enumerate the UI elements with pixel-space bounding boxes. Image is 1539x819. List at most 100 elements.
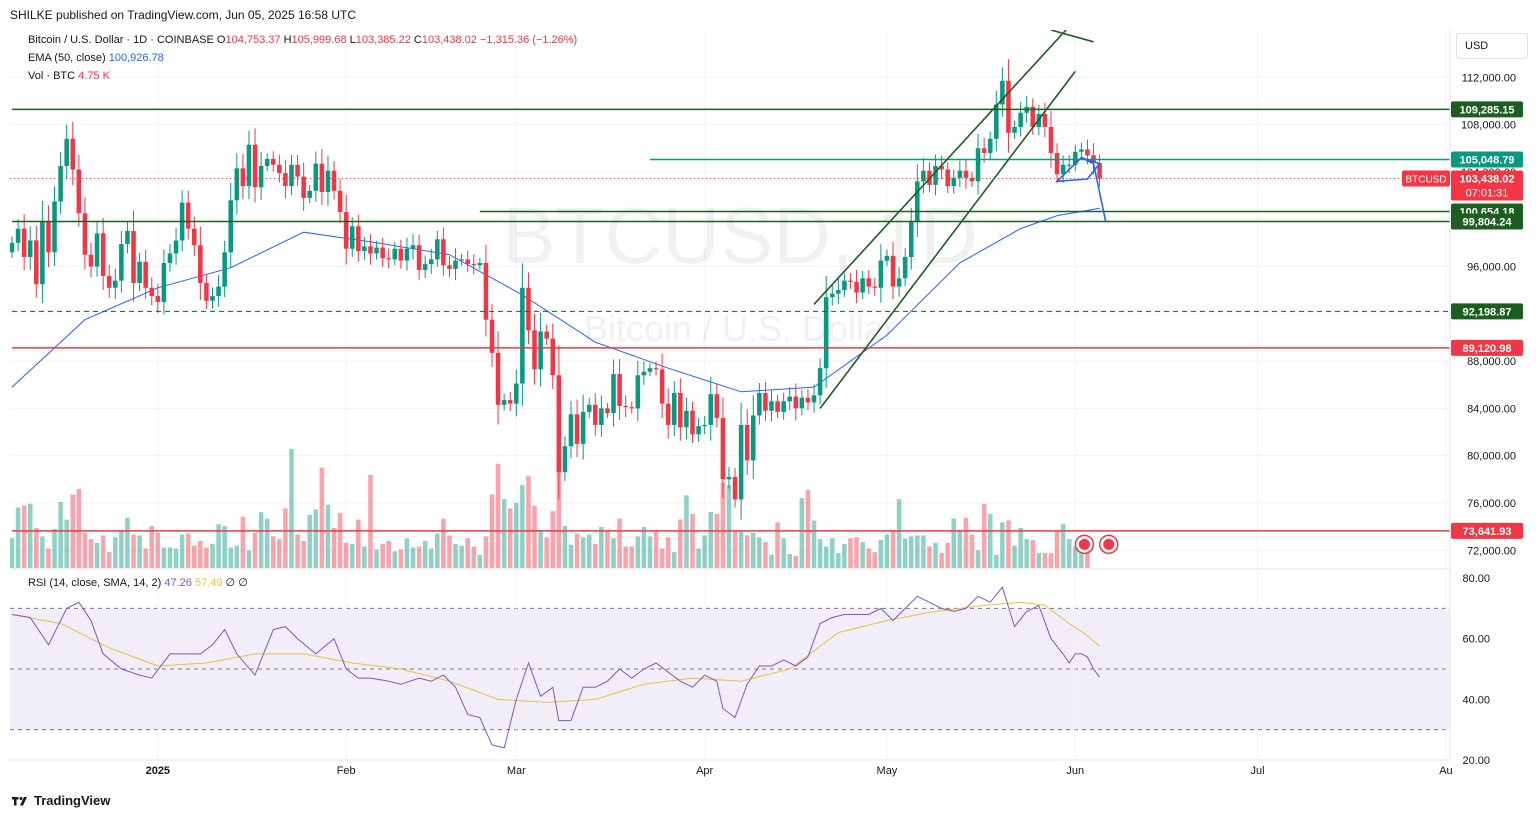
rsi-extra-1: ∅: [225, 577, 236, 589]
volume-bar: [902, 538, 908, 568]
candle-body: [453, 260, 458, 269]
event-flag-core: [1103, 538, 1115, 550]
volume-bar: [568, 544, 574, 568]
candle-body: [872, 286, 878, 288]
candle-body: [198, 245, 203, 284]
published-header: SHILKE published on TradingView.com, Jun…: [10, 8, 356, 22]
brand-label: TradingView: [34, 793, 111, 808]
volume-bar: [447, 535, 452, 568]
rsi-label: RSI (14, close, SMA, 14, 2): [28, 577, 162, 589]
candle-body: [34, 240, 39, 285]
candle-body: [744, 424, 750, 461]
volume-bar: [702, 535, 707, 568]
volume-bar: [198, 540, 203, 568]
level-label-text: 100,654.18: [1459, 206, 1514, 218]
volume-bar: [1085, 551, 1090, 568]
volume-bar: [471, 546, 477, 568]
change-value: −1,315.36 (−1.26%): [479, 34, 578, 46]
candle-body: [386, 258, 391, 260]
candle-body: [295, 164, 300, 177]
level-label-text: 89,120.98: [1463, 343, 1512, 355]
price-tag-countdown: 07:01:31: [1466, 188, 1509, 200]
candle-body: [1085, 149, 1090, 156]
volume-bar: [732, 530, 738, 568]
channel-line: [1050, 30, 1094, 43]
candle-body: [902, 257, 908, 279]
candle-body: [884, 255, 890, 261]
rsi-sma-line: [11, 601, 1100, 703]
candle-body: [945, 169, 950, 187]
price-tick-label: 112,000.00: [1462, 72, 1516, 84]
volume-bar: [684, 495, 689, 568]
candle-body: [58, 165, 63, 202]
price-tag-value: 103,438.02: [1459, 174, 1514, 186]
time-tick-label: Mar: [507, 765, 526, 777]
candle-body: [246, 144, 252, 187]
volume-bar: [15, 507, 21, 568]
candle-body: [805, 397, 811, 403]
level-label-text: 109,285.15: [1459, 104, 1514, 116]
level-label-bg: [1451, 101, 1523, 118]
candle-body: [611, 374, 616, 414]
candle-body: [1012, 126, 1017, 133]
rsi-chart-svg[interactable]: [10, 572, 1450, 760]
candle-body: [586, 404, 592, 412]
volume-bar: [678, 519, 683, 568]
event-flag-core: [1078, 538, 1090, 550]
candle-body: [775, 401, 780, 412]
volume-bar: [975, 550, 981, 568]
volume-bar: [793, 555, 799, 568]
candle-body: [210, 296, 215, 301]
volume-bar: [1000, 522, 1005, 568]
volume-bar: [1042, 553, 1048, 568]
candle-body: [125, 231, 130, 245]
volume-bar: [951, 518, 957, 568]
volume-bar: [204, 547, 209, 568]
rsi-pane[interactable]: RSI (14, close, SMA, 14, 2) 47.26 57.49 …: [10, 572, 1450, 760]
rsi-tick-label: 40.00: [1462, 694, 1490, 706]
candle-body: [702, 424, 707, 427]
volume-bar: [532, 505, 537, 568]
candle-body: [307, 190, 312, 198]
candle-body: [1000, 80, 1005, 105]
volume-bar: [325, 504, 331, 568]
candle-body: [289, 164, 294, 187]
volume-bar: [459, 545, 464, 568]
volume-bar: [289, 448, 294, 568]
volume-bar: [945, 542, 950, 568]
candle-body: [331, 170, 337, 191]
volume-bar: [319, 467, 325, 568]
event-flag-icon: [1098, 534, 1119, 555]
candle-body: [258, 165, 264, 188]
volume-bar: [665, 537, 671, 568]
volume-bar: [744, 535, 750, 568]
volume-bar: [969, 534, 975, 568]
candle-body: [562, 446, 568, 473]
volume-bar: [495, 463, 501, 568]
volume-bar: [1073, 546, 1078, 568]
currency-button[interactable]: USD: [1456, 33, 1528, 59]
candle-body: [483, 262, 489, 320]
candle-body: [204, 283, 209, 301]
ema-label: EMA (50, close): [28, 52, 106, 64]
candle-body: [769, 401, 774, 411]
candle-body: [921, 170, 926, 182]
volume-bar: [234, 545, 240, 568]
tradingview-brand[interactable]: TradingView: [10, 793, 110, 808]
volume-bar: [88, 539, 94, 568]
price-tick-label: 72,000.00: [1467, 545, 1516, 557]
candle-body: [708, 394, 714, 425]
price-tick-label: 108,000.00: [1461, 120, 1516, 132]
candle-body: [465, 259, 470, 265]
volume-bar: [356, 519, 361, 568]
volume-bar: [58, 501, 63, 568]
time-tick-label: 2025: [146, 765, 170, 777]
volume-bar: [1036, 553, 1042, 568]
time-tick-label: Apr: [696, 765, 713, 777]
candle-body: [629, 407, 635, 409]
candle-body: [957, 170, 963, 178]
price-chart-pane[interactable]: BTCUSD, 1D Bitcoin / U.S. Dollar Bitcoin …: [10, 30, 1450, 568]
candle-body: [270, 158, 276, 165]
price-chart-svg[interactable]: BTCUSD, 1D Bitcoin / U.S. Dollar: [10, 30, 1450, 568]
volume-bar: [750, 532, 756, 568]
